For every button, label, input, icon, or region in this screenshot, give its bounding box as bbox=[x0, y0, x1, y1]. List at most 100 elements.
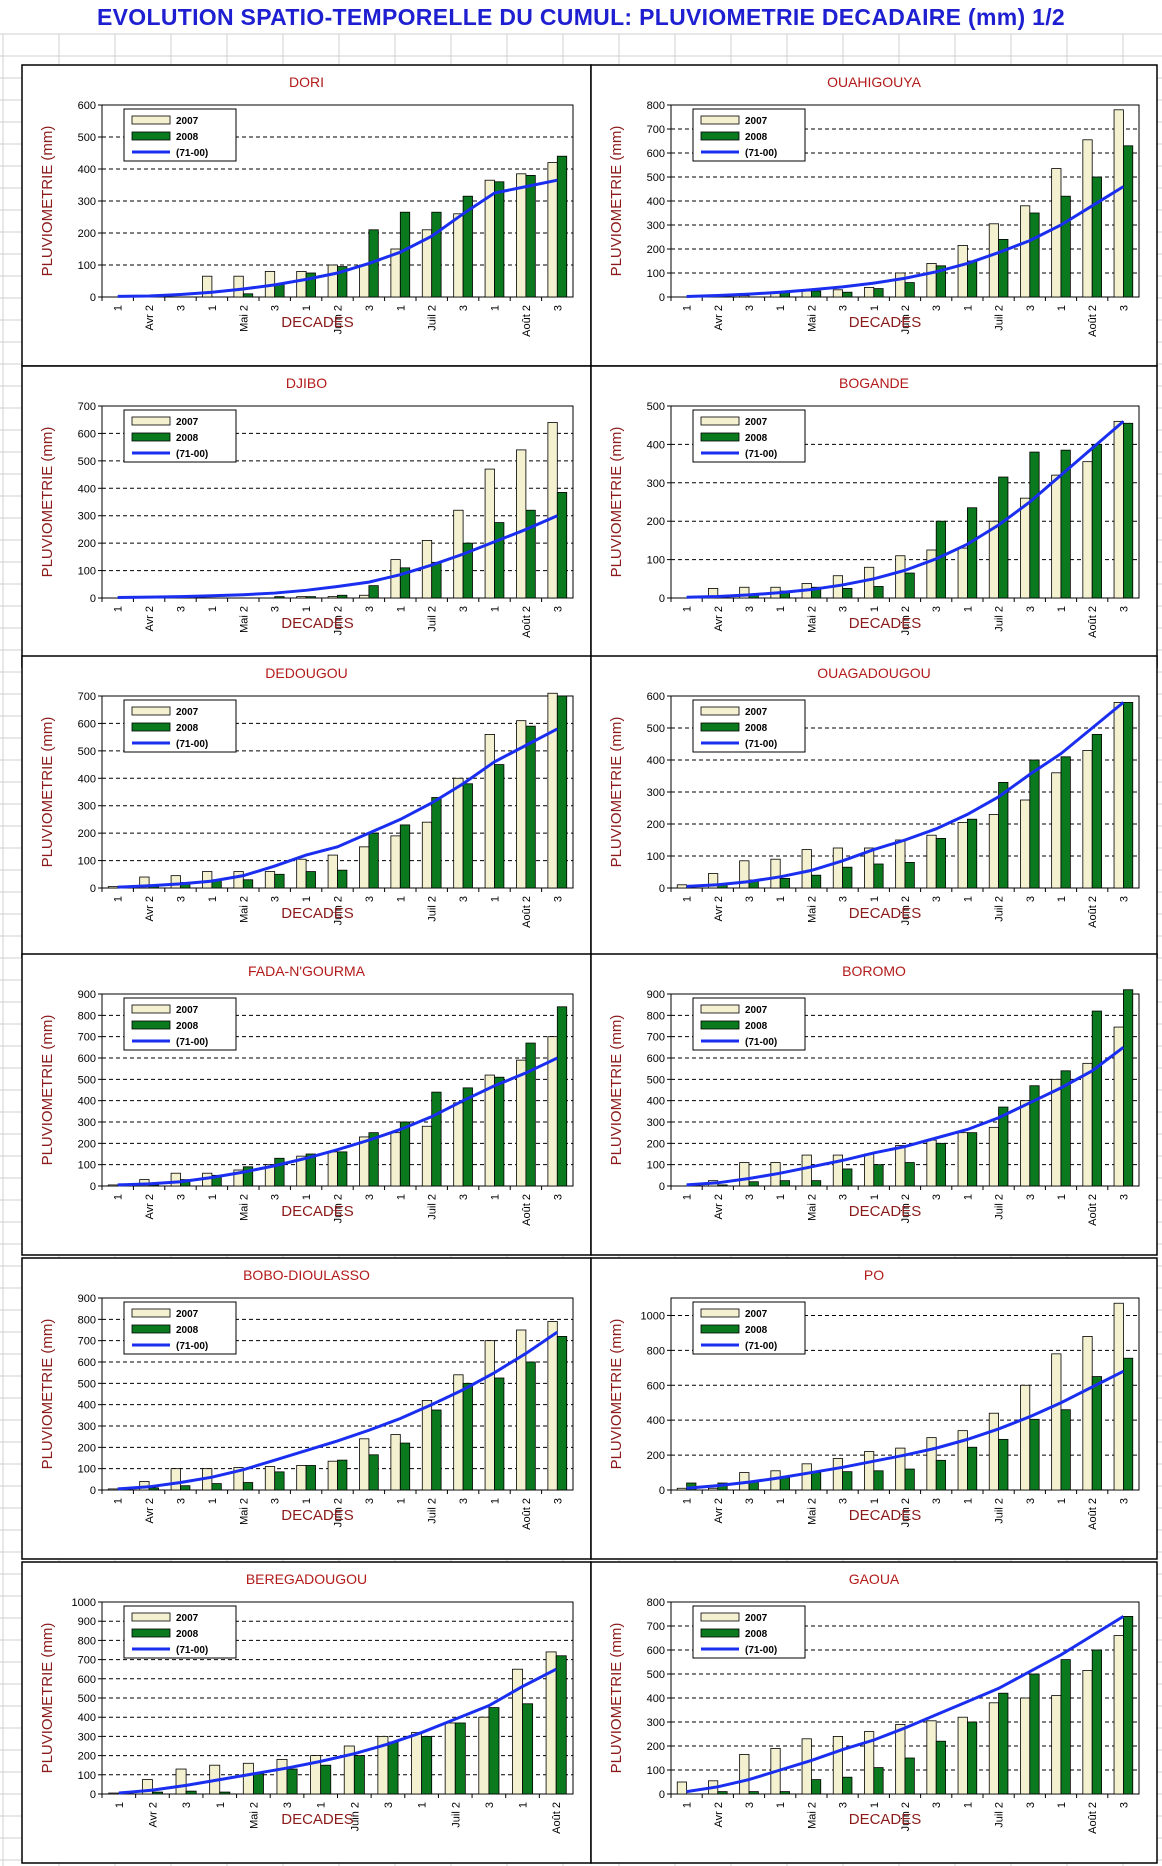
bar-2007 bbox=[1020, 1100, 1031, 1187]
bar-2007 bbox=[864, 1731, 875, 1795]
x-tick-label: Avr 2 bbox=[713, 606, 725, 631]
x-tick-label: Mai 2 bbox=[806, 896, 818, 923]
y-axis-label: PLUVIOMETRIE (mm) bbox=[608, 1015, 625, 1166]
bar-2008 bbox=[904, 862, 915, 889]
bar-2007 bbox=[444, 1722, 456, 1795]
legend-label-normal: (71-00) bbox=[745, 1645, 777, 1656]
x-tick-label: Mai 2 bbox=[806, 305, 818, 332]
bar-2007 bbox=[141, 1779, 153, 1795]
x-tick-label: 3 bbox=[1025, 1802, 1037, 1808]
legend-swatch-2008 bbox=[131, 1628, 171, 1638]
bar-2008 bbox=[811, 290, 822, 298]
x-tick-label: 3 bbox=[552, 606, 564, 612]
bar-2007 bbox=[478, 1716, 490, 1795]
x-tick-label: 3 bbox=[1118, 1194, 1130, 1200]
line-normal-71-00 bbox=[117, 514, 558, 599]
x-tick-label: 1 bbox=[1056, 1802, 1068, 1808]
bar-2007 bbox=[864, 1451, 875, 1491]
bar-2007 bbox=[359, 594, 370, 599]
bar-2007 bbox=[1113, 702, 1124, 889]
bar-2008 bbox=[494, 181, 505, 298]
bar-2007 bbox=[676, 1781, 687, 1795]
bar-2008 bbox=[842, 1168, 853, 1187]
x-tick-label: 3 bbox=[176, 896, 188, 902]
x-tick-label: 1 bbox=[417, 1802, 429, 1808]
x-tick-label: Avr 2 bbox=[144, 1194, 156, 1219]
y-tick-label: 300 bbox=[647, 1717, 665, 1729]
bar-2008 bbox=[967, 260, 978, 298]
y-tick-label: 0 bbox=[659, 1485, 665, 1497]
chart-title: FADA-N'GOURMA bbox=[248, 963, 366, 979]
y-tick-label: 600 bbox=[78, 1053, 96, 1065]
y-tick-label: 300 bbox=[78, 1117, 96, 1129]
y-tick-label: 400 bbox=[647, 1415, 665, 1427]
y-tick-label: 1000 bbox=[641, 1310, 665, 1322]
bar-2008 bbox=[873, 1470, 884, 1491]
bar-2008 bbox=[274, 596, 285, 599]
bar-2008 bbox=[967, 507, 978, 599]
bar-2007 bbox=[895, 839, 906, 889]
bar-2008 bbox=[525, 725, 536, 889]
bar-2008 bbox=[368, 1132, 379, 1187]
bar-2007 bbox=[988, 1412, 999, 1491]
bar-2007 bbox=[1020, 799, 1031, 889]
y-tick-label: 200 bbox=[78, 1442, 96, 1454]
x-tick-label: 1 bbox=[962, 1194, 974, 1200]
bar-2007 bbox=[801, 1463, 812, 1491]
x-tick-label: 3 bbox=[1025, 606, 1037, 612]
bar-2008 bbox=[935, 838, 946, 889]
legend-label-2008: 2008 bbox=[745, 1021, 768, 1032]
legend-label-normal: (71-00) bbox=[176, 1645, 208, 1656]
bar-2008 bbox=[242, 293, 254, 298]
x-tick-label: 3 bbox=[176, 1194, 188, 1200]
legend-label-2007: 2007 bbox=[176, 417, 199, 428]
bar-2007 bbox=[926, 1139, 937, 1187]
legend-swatch-2007 bbox=[700, 416, 740, 426]
bar-2007 bbox=[1020, 205, 1031, 298]
bar-2007 bbox=[547, 1321, 558, 1491]
x-axis-label: DECADES bbox=[849, 314, 922, 331]
bar-2007 bbox=[327, 596, 338, 599]
x-tick-label: Juin 2 bbox=[333, 305, 345, 334]
bar-2007 bbox=[327, 1460, 338, 1491]
x-tick-label: 1 bbox=[775, 1194, 787, 1200]
bar-2007 bbox=[276, 1759, 288, 1795]
bar-2007 bbox=[453, 1102, 464, 1187]
x-tick-label: 3 bbox=[838, 1802, 850, 1808]
y-tick-label: 100 bbox=[647, 1765, 665, 1777]
bar-2008 bbox=[454, 1722, 466, 1795]
legend-swatch-2007 bbox=[700, 706, 740, 716]
x-tick-label: 3 bbox=[1118, 1802, 1130, 1808]
bar-2007 bbox=[264, 1466, 276, 1491]
x-tick-label: 3 bbox=[1118, 606, 1130, 612]
x-tick-label: Juil 2 bbox=[994, 305, 1006, 331]
y-tick-label: 200 bbox=[78, 1138, 96, 1150]
x-tick-label: 3 bbox=[181, 1802, 193, 1808]
bar-2008 bbox=[998, 1106, 1009, 1187]
bar-2008 bbox=[998, 1692, 1009, 1795]
x-tick-label: 1 bbox=[113, 1498, 125, 1504]
bar-2007 bbox=[1051, 772, 1062, 889]
y-tick-label: 500 bbox=[647, 401, 665, 413]
legend-swatch-2007 bbox=[131, 1612, 171, 1622]
bar-2007 bbox=[108, 1792, 120, 1795]
legend-swatch-2007 bbox=[131, 115, 171, 125]
bar-2007 bbox=[1082, 461, 1093, 599]
y-tick-label: 200 bbox=[647, 1741, 665, 1753]
y-tick-label: 600 bbox=[647, 1380, 665, 1392]
legend-swatch-2007 bbox=[700, 115, 740, 125]
x-tick-label: 3 bbox=[838, 1194, 850, 1200]
y-tick-label: 500 bbox=[78, 1693, 96, 1705]
bar-2008 bbox=[873, 586, 884, 599]
legend-label-2007: 2007 bbox=[745, 707, 768, 718]
line-normal-71-00 bbox=[686, 1046, 1125, 1187]
bar-2008 bbox=[368, 1454, 379, 1491]
y-tick-label: 600 bbox=[647, 691, 665, 703]
bar-2007 bbox=[957, 244, 968, 298]
x-tick-label: 1 bbox=[869, 1802, 881, 1808]
chart-panel: DEDOUGOU PLUVIOMETRIE (mm) 0 100 200 300 400 50… bbox=[21, 655, 592, 958]
bar-2008 bbox=[525, 1361, 536, 1491]
bar-2008 bbox=[494, 1377, 505, 1491]
legend-swatch-2008 bbox=[131, 432, 171, 442]
x-tick-label: Août 2 bbox=[1087, 1498, 1099, 1530]
